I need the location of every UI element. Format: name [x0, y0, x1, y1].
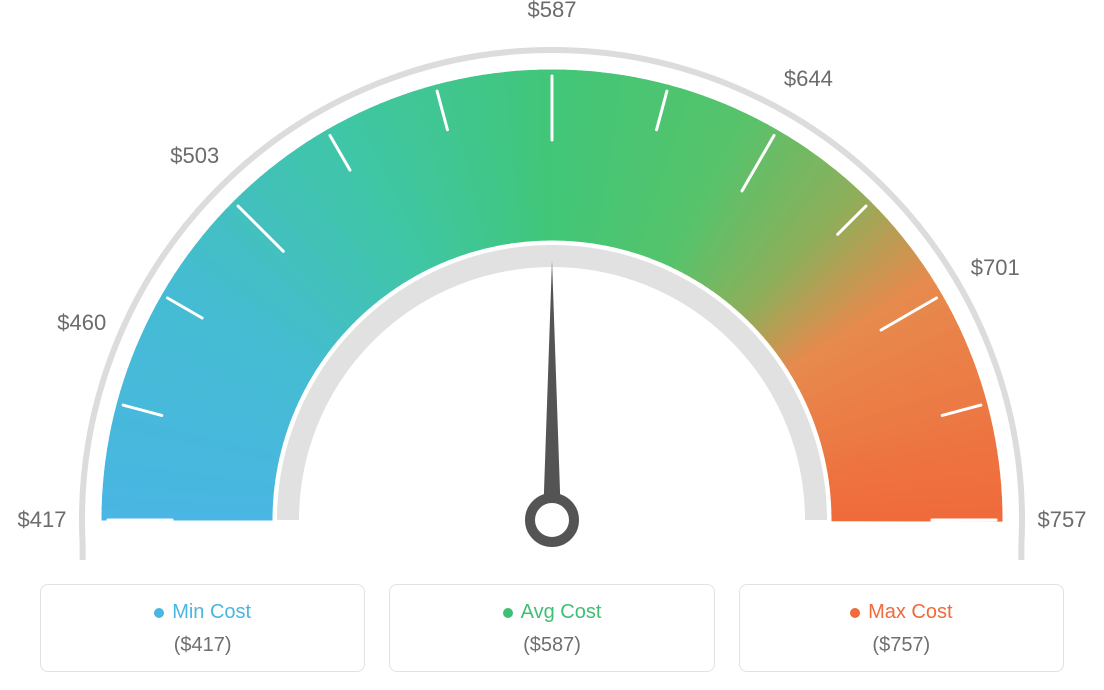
legend-value-avg: ($587): [400, 634, 703, 657]
gauge-tick-label: $757: [1038, 507, 1087, 533]
gauge-tick-label: $644: [784, 66, 833, 92]
legend-label-avg: Avg Cost: [521, 601, 602, 624]
legend-title-min: Min Cost: [154, 601, 251, 624]
gauge-tick-label: $417: [18, 507, 67, 533]
legend-card-max: Max Cost ($757): [739, 584, 1064, 672]
legend-card-min: Min Cost ($417): [40, 584, 365, 672]
gauge-needle-base: [530, 498, 574, 542]
legend-title-avg: Avg Cost: [503, 601, 602, 624]
gauge-svg: [0, 0, 1104, 560]
legend-label-min: Min Cost: [172, 601, 251, 624]
legend-title-max: Max Cost: [850, 601, 952, 624]
gauge-area: $417 $460 $503 $587 $644 $701 $757: [0, 0, 1104, 560]
gauge-tick-label: $701: [971, 255, 1020, 281]
legend-dot-avg: [503, 608, 513, 618]
legend-dot-min: [154, 608, 164, 618]
gauge-tick-label: $460: [57, 310, 106, 336]
gauge-tick-label: $503: [170, 143, 219, 169]
gauge-needle: [543, 260, 561, 520]
legend-value-max: ($757): [750, 634, 1053, 657]
gauge-tick-label: $587: [528, 0, 577, 23]
legend-value-min: ($417): [51, 634, 354, 657]
legend-label-max: Max Cost: [868, 601, 952, 624]
chart-container: $417 $460 $503 $587 $644 $701 $757 Min Cost ($…: [0, 0, 1104, 690]
legend-card-avg: Avg Cost ($587): [389, 584, 714, 672]
legend-row: Min Cost ($417) Avg Cost ($587) Max Cost…: [0, 584, 1104, 672]
legend-dot-max: [850, 608, 860, 618]
